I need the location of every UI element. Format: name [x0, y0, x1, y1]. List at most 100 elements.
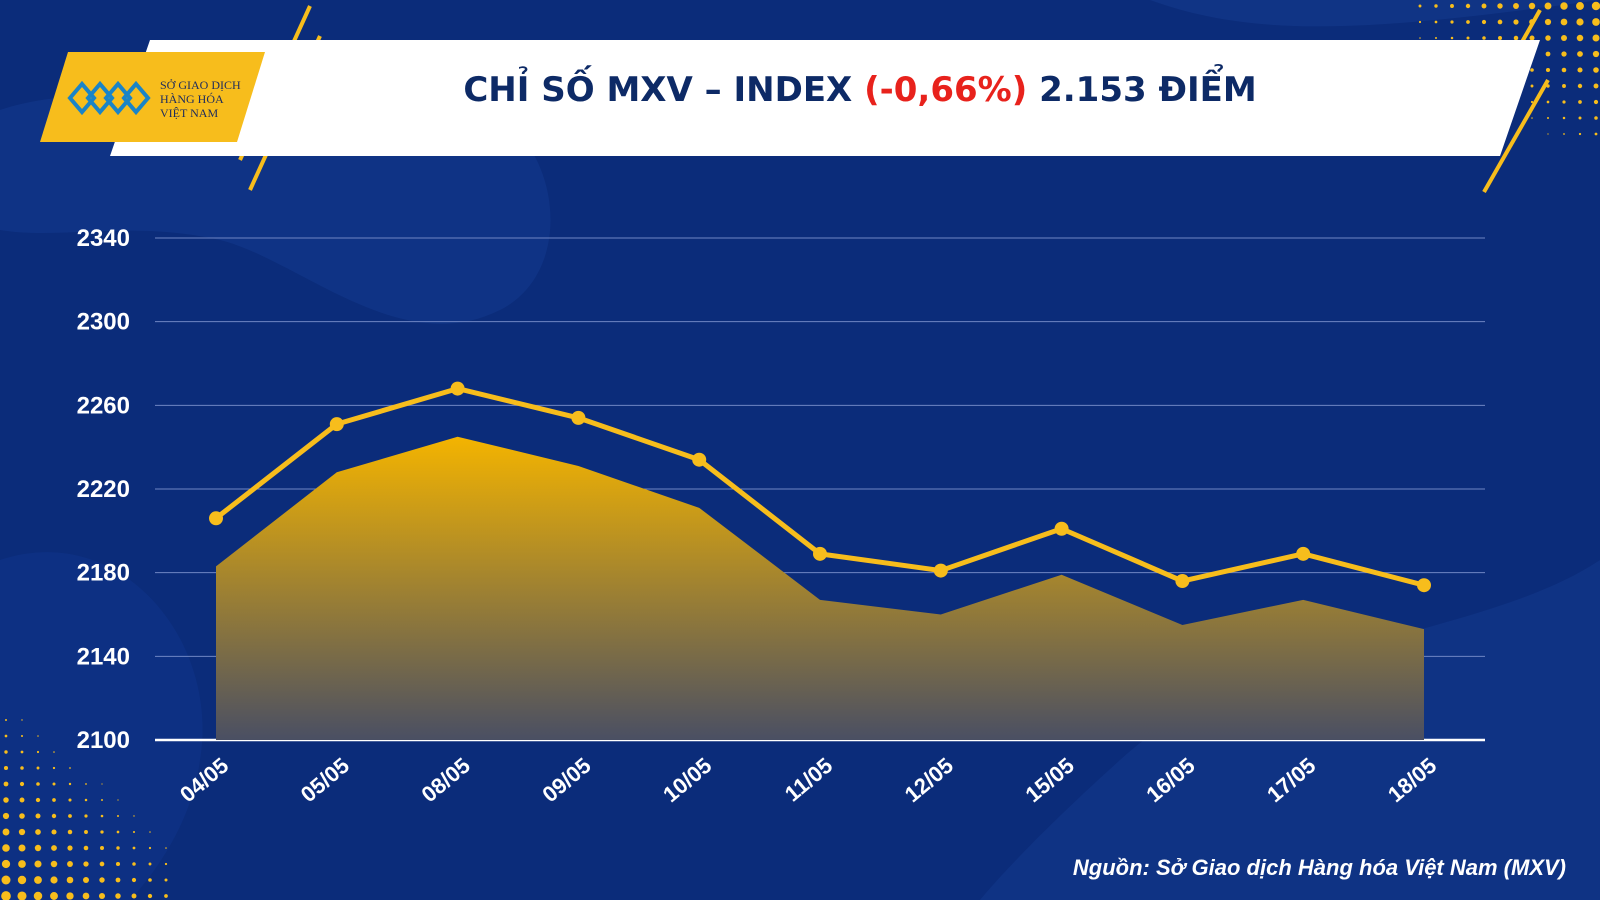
decor-dot: [18, 844, 26, 852]
decor-dot: [33, 891, 43, 900]
decor-dot: [4, 734, 8, 738]
decor-dot: [19, 813, 25, 819]
decor-dot: [1530, 84, 1534, 88]
x-tick-label: 12/05: [900, 753, 958, 808]
decor-dot: [1545, 67, 1551, 73]
x-tick-label: 04/05: [175, 753, 233, 808]
y-tick-label: 2300: [77, 309, 130, 336]
decor-dot: [1528, 2, 1536, 10]
decor-dot: [19, 781, 25, 787]
decor-dot: [50, 892, 58, 900]
decor-dot: [1, 875, 11, 885]
title-banner: [110, 40, 1540, 156]
title-percent-change: (-0,66%): [864, 70, 1028, 110]
decor-dot: [1, 891, 11, 900]
x-tick-label: 11/05: [780, 753, 837, 807]
decor-dot: [115, 877, 121, 883]
decor-dot: [67, 829, 73, 835]
decor-dot: [1465, 3, 1471, 9]
data-point: [571, 410, 586, 425]
source-note: Nguồn: Sở Giao dịch Hàng hóa Việt Nam (M…: [1072, 855, 1566, 880]
decor-dot: [115, 893, 121, 899]
decor-dot: [1530, 100, 1534, 104]
decor-dot: [1545, 51, 1551, 57]
decor-dot: [37, 735, 39, 737]
decor-dot: [132, 830, 136, 834]
decor-dot: [1576, 18, 1584, 26]
decor-dot: [20, 734, 24, 738]
decor-dot: [18, 828, 26, 836]
decor-dot: [132, 846, 136, 850]
title-main: CHỈ SỐ MXV – INDEX: [463, 70, 865, 110]
decor-dot: [131, 877, 137, 883]
decor-dot: [36, 782, 40, 786]
decor-dot: [50, 876, 58, 884]
data-point: [450, 381, 465, 396]
decor-dot: [84, 830, 88, 834]
decor-dot: [36, 766, 40, 770]
decor-dot: [1563, 133, 1565, 135]
decor-dot: [1592, 34, 1600, 42]
decor-dot: [1498, 36, 1502, 40]
decor-dot: [52, 766, 56, 770]
decor-dot: [1578, 100, 1582, 104]
decor-dot: [1466, 36, 1470, 40]
decor-dot: [101, 799, 103, 801]
logo-text: SỞ GIAO DỊCH HÀNG HÓA VIỆT NAM: [160, 78, 241, 120]
decor-dot: [34, 844, 42, 852]
decor-dot: [5, 719, 7, 721]
decor-dot: [164, 862, 168, 866]
decor-dot: [17, 875, 27, 885]
decor-dot: [3, 781, 9, 787]
decor-dot: [68, 798, 72, 802]
decor-dot: [1561, 51, 1567, 57]
decor-dot: [99, 861, 105, 867]
decor-dot: [67, 845, 73, 851]
decor-dot: [1530, 68, 1534, 72]
decor-dot: [1418, 20, 1422, 24]
data-point: [1054, 521, 1069, 536]
dot-pattern-bottom-left: [1, 719, 168, 900]
data-point: [1417, 578, 1431, 593]
x-tick-label: 09/05: [537, 753, 595, 808]
decor-dot: [1562, 100, 1566, 104]
decor-dot: [21, 719, 23, 721]
decor-dot: [1497, 3, 1503, 9]
decor-dot: [116, 846, 120, 850]
decor-dot: [84, 798, 88, 802]
mxv-logo-icon: [67, 80, 151, 116]
y-axis-ticks: 2100 2140 2180 2220 2260 2300 2340: [77, 225, 130, 754]
decor-dot: [117, 815, 119, 817]
decor-dot: [1578, 116, 1582, 120]
decor-dot: [66, 876, 74, 884]
decor-dot: [115, 861, 121, 867]
decor-dot: [1545, 35, 1551, 41]
decor-dot: [1593, 83, 1599, 89]
area-series: [216, 436, 1424, 740]
decor-dot: [1576, 2, 1584, 10]
decor-dot: [1544, 2, 1552, 10]
decor-dot: [51, 829, 57, 835]
decor-dot: [148, 878, 152, 882]
decor-dot: [1562, 84, 1566, 88]
decor-dot: [68, 782, 72, 786]
decor-dot: [1561, 67, 1567, 73]
decor-dot: [1513, 35, 1519, 41]
decor-dot: [148, 862, 152, 866]
decor-dot: [1481, 3, 1487, 9]
decor-dot: [3, 765, 9, 771]
decor-dot: [34, 860, 42, 868]
data-point: [813, 546, 827, 561]
decor-dot: [1547, 133, 1549, 135]
decor-dot: [3, 797, 9, 803]
decor-dot: [2, 812, 10, 820]
decor-dot: [1546, 100, 1550, 104]
decor-dot: [1578, 132, 1582, 136]
decor-dot: [117, 799, 119, 801]
decor-dot: [1450, 4, 1454, 8]
decor-dot: [164, 878, 168, 882]
x-tick-label: 16/05: [1141, 753, 1199, 808]
decor-dot: [1513, 19, 1519, 25]
decor-dot: [1419, 37, 1421, 39]
